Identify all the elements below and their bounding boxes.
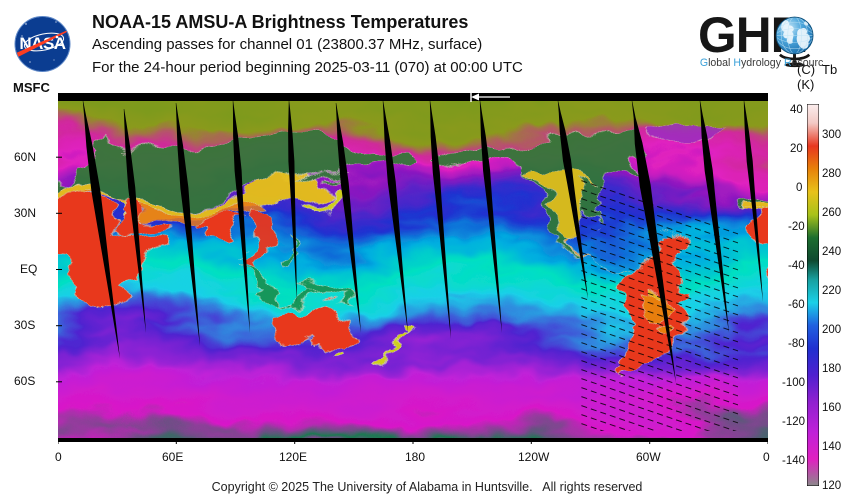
svg-text:Global Hydrology Resource Cent: Global Hydrology Resource Center xyxy=(700,57,823,69)
